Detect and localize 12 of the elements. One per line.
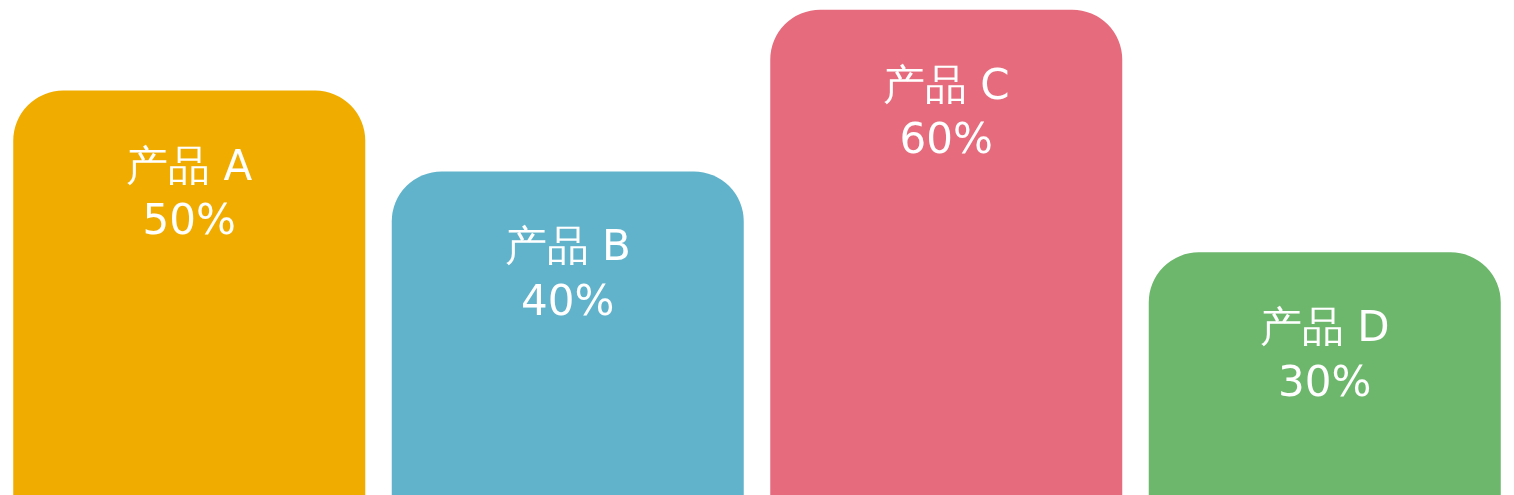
x-tick-label: 产品 D (1259, 302, 1390, 352)
bar (391, 171, 744, 495)
data-label: 50% (142, 195, 236, 245)
data-label: 60% (899, 114, 993, 164)
bar (770, 9, 1123, 495)
x-tick-label: 产品 C (882, 59, 1010, 109)
data-label: 40% (521, 276, 615, 326)
data-label: 30% (1278, 356, 1372, 406)
x-tick-label: 产品 B (504, 221, 631, 271)
x-tick-label: 产品 A (126, 140, 253, 190)
bar (13, 90, 366, 495)
bar (1148, 252, 1501, 495)
